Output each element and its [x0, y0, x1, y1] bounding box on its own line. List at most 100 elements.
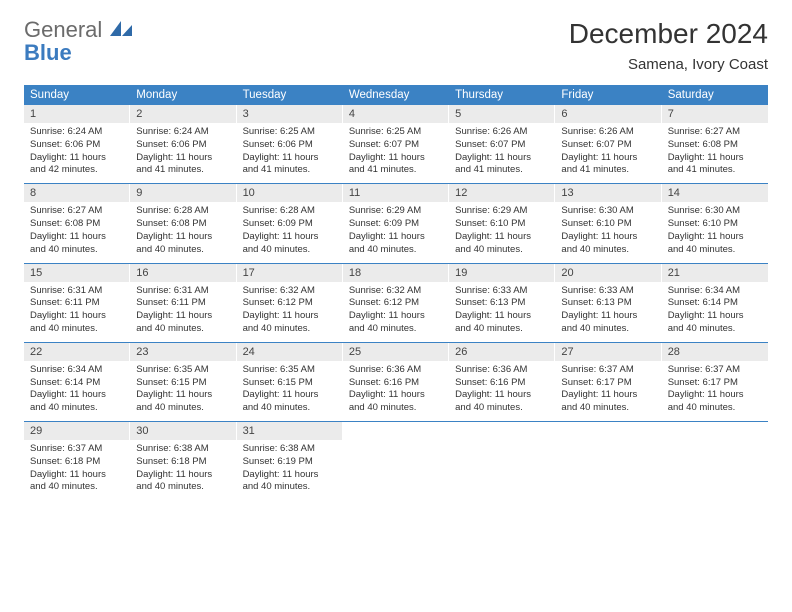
sunset-text: Sunset: 6:19 PM — [243, 456, 337, 469]
daylight-text: Daylight: 11 hours and 40 minutes. — [668, 310, 762, 336]
sunset-text: Sunset: 6:13 PM — [561, 297, 655, 310]
week-row: 22Sunrise: 6:34 AMSunset: 6:14 PMDayligh… — [24, 343, 768, 422]
daylight-text: Daylight: 11 hours and 40 minutes. — [243, 469, 337, 495]
day-details: Sunrise: 6:37 AMSunset: 6:17 PMDaylight:… — [555, 361, 661, 421]
day-number: 14 — [662, 184, 768, 202]
day-cell: 31Sunrise: 6:38 AMSunset: 6:19 PMDayligh… — [237, 422, 343, 500]
day-cell: 16Sunrise: 6:31 AMSunset: 6:11 PMDayligh… — [130, 264, 236, 342]
daylight-text: Daylight: 11 hours and 40 minutes. — [455, 310, 549, 336]
day-details: Sunrise: 6:35 AMSunset: 6:15 PMDaylight:… — [130, 361, 236, 421]
page-header: General Blue December 2024 Samena, Ivory… — [24, 18, 768, 73]
month-title: December 2024 — [569, 18, 768, 50]
day-number — [449, 422, 555, 440]
weekday-wednesday: Wednesday — [343, 85, 449, 105]
sunrise-text: Sunrise: 6:32 AM — [243, 285, 337, 298]
sunset-text: Sunset: 6:13 PM — [455, 297, 549, 310]
day-number: 22 — [24, 343, 130, 361]
sunrise-text: Sunrise: 6:29 AM — [455, 205, 549, 218]
weekday-header-row: Sunday Monday Tuesday Wednesday Thursday… — [24, 85, 768, 105]
day-number: 2 — [130, 105, 236, 123]
weeks-container: 1Sunrise: 6:24 AMSunset: 6:06 PMDaylight… — [24, 105, 768, 500]
day-details: Sunrise: 6:30 AMSunset: 6:10 PMDaylight:… — [555, 202, 661, 262]
day-cell: 23Sunrise: 6:35 AMSunset: 6:15 PMDayligh… — [130, 343, 236, 421]
daylight-text: Daylight: 11 hours and 40 minutes. — [243, 310, 337, 336]
calendar-page: General Blue December 2024 Samena, Ivory… — [0, 0, 792, 518]
sunrise-text: Sunrise: 6:24 AM — [136, 126, 230, 139]
day-cell: 6Sunrise: 6:26 AMSunset: 6:07 PMDaylight… — [555, 105, 661, 183]
day-cell: 15Sunrise: 6:31 AMSunset: 6:11 PMDayligh… — [24, 264, 130, 342]
day-number: 23 — [130, 343, 236, 361]
sunrise-text: Sunrise: 6:27 AM — [668, 126, 762, 139]
week-row: 29Sunrise: 6:37 AMSunset: 6:18 PMDayligh… — [24, 422, 768, 500]
day-details: Sunrise: 6:24 AMSunset: 6:06 PMDaylight:… — [24, 123, 130, 183]
day-number: 9 — [130, 184, 236, 202]
sunrise-text: Sunrise: 6:37 AM — [561, 364, 655, 377]
day-details: Sunrise: 6:29 AMSunset: 6:10 PMDaylight:… — [449, 202, 555, 262]
day-number: 16 — [130, 264, 236, 282]
daylight-text: Daylight: 11 hours and 40 minutes. — [349, 389, 443, 415]
day-details: Sunrise: 6:25 AMSunset: 6:07 PMDaylight:… — [343, 123, 449, 183]
week-row: 1Sunrise: 6:24 AMSunset: 6:06 PMDaylight… — [24, 105, 768, 184]
day-number: 15 — [24, 264, 130, 282]
daylight-text: Daylight: 11 hours and 40 minutes. — [243, 231, 337, 257]
daylight-text: Daylight: 11 hours and 41 minutes. — [668, 152, 762, 178]
day-number: 30 — [130, 422, 236, 440]
day-cell: 12Sunrise: 6:29 AMSunset: 6:10 PMDayligh… — [449, 184, 555, 262]
day-number: 7 — [662, 105, 768, 123]
daylight-text: Daylight: 11 hours and 40 minutes. — [561, 389, 655, 415]
day-cell — [449, 422, 555, 500]
sunset-text: Sunset: 6:06 PM — [136, 139, 230, 152]
sunset-text: Sunset: 6:10 PM — [561, 218, 655, 231]
weekday-monday: Monday — [130, 85, 236, 105]
sunrise-text: Sunrise: 6:35 AM — [136, 364, 230, 377]
title-block: December 2024 Samena, Ivory Coast — [569, 18, 768, 73]
day-cell: 25Sunrise: 6:36 AMSunset: 6:16 PMDayligh… — [343, 343, 449, 421]
day-number: 6 — [555, 105, 661, 123]
sunset-text: Sunset: 6:18 PM — [30, 456, 124, 469]
day-cell: 2Sunrise: 6:24 AMSunset: 6:06 PMDaylight… — [130, 105, 236, 183]
day-details: Sunrise: 6:38 AMSunset: 6:18 PMDaylight:… — [130, 440, 236, 500]
logo: General Blue — [24, 18, 132, 64]
sunset-text: Sunset: 6:11 PM — [136, 297, 230, 310]
day-details: Sunrise: 6:28 AMSunset: 6:08 PMDaylight:… — [130, 202, 236, 262]
day-details: Sunrise: 6:25 AMSunset: 6:06 PMDaylight:… — [237, 123, 343, 183]
sunset-text: Sunset: 6:06 PM — [243, 139, 337, 152]
day-number: 12 — [449, 184, 555, 202]
sunrise-text: Sunrise: 6:38 AM — [243, 443, 337, 456]
day-details: Sunrise: 6:37 AMSunset: 6:18 PMDaylight:… — [24, 440, 130, 500]
sunset-text: Sunset: 6:08 PM — [136, 218, 230, 231]
sunset-text: Sunset: 6:17 PM — [561, 377, 655, 390]
day-details: Sunrise: 6:27 AMSunset: 6:08 PMDaylight:… — [662, 123, 768, 183]
day-cell — [343, 422, 449, 500]
sunset-text: Sunset: 6:12 PM — [349, 297, 443, 310]
day-number: 11 — [343, 184, 449, 202]
sunrise-text: Sunrise: 6:38 AM — [136, 443, 230, 456]
weekday-thursday: Thursday — [449, 85, 555, 105]
sunrise-text: Sunrise: 6:30 AM — [561, 205, 655, 218]
day-details: Sunrise: 6:34 AMSunset: 6:14 PMDaylight:… — [662, 282, 768, 342]
weekday-saturday: Saturday — [662, 85, 768, 105]
day-details: Sunrise: 6:36 AMSunset: 6:16 PMDaylight:… — [449, 361, 555, 421]
day-details: Sunrise: 6:33 AMSunset: 6:13 PMDaylight:… — [449, 282, 555, 342]
day-details: Sunrise: 6:33 AMSunset: 6:13 PMDaylight:… — [555, 282, 661, 342]
sunset-text: Sunset: 6:12 PM — [243, 297, 337, 310]
day-cell: 11Sunrise: 6:29 AMSunset: 6:09 PMDayligh… — [343, 184, 449, 262]
day-cell: 29Sunrise: 6:37 AMSunset: 6:18 PMDayligh… — [24, 422, 130, 500]
daylight-text: Daylight: 11 hours and 40 minutes. — [30, 310, 124, 336]
daylight-text: Daylight: 11 hours and 40 minutes. — [455, 231, 549, 257]
day-number: 27 — [555, 343, 661, 361]
logo-text: General Blue — [24, 18, 132, 64]
sunrise-text: Sunrise: 6:33 AM — [561, 285, 655, 298]
sunrise-text: Sunrise: 6:31 AM — [30, 285, 124, 298]
day-number: 5 — [449, 105, 555, 123]
day-details: Sunrise: 6:32 AMSunset: 6:12 PMDaylight:… — [237, 282, 343, 342]
daylight-text: Daylight: 11 hours and 40 minutes. — [30, 389, 124, 415]
sunset-text: Sunset: 6:06 PM — [30, 139, 124, 152]
day-number: 13 — [555, 184, 661, 202]
sunrise-text: Sunrise: 6:28 AM — [243, 205, 337, 218]
day-number: 1 — [24, 105, 130, 123]
daylight-text: Daylight: 11 hours and 40 minutes. — [561, 310, 655, 336]
day-number: 28 — [662, 343, 768, 361]
day-details: Sunrise: 6:24 AMSunset: 6:06 PMDaylight:… — [130, 123, 236, 183]
sunset-text: Sunset: 6:10 PM — [668, 218, 762, 231]
